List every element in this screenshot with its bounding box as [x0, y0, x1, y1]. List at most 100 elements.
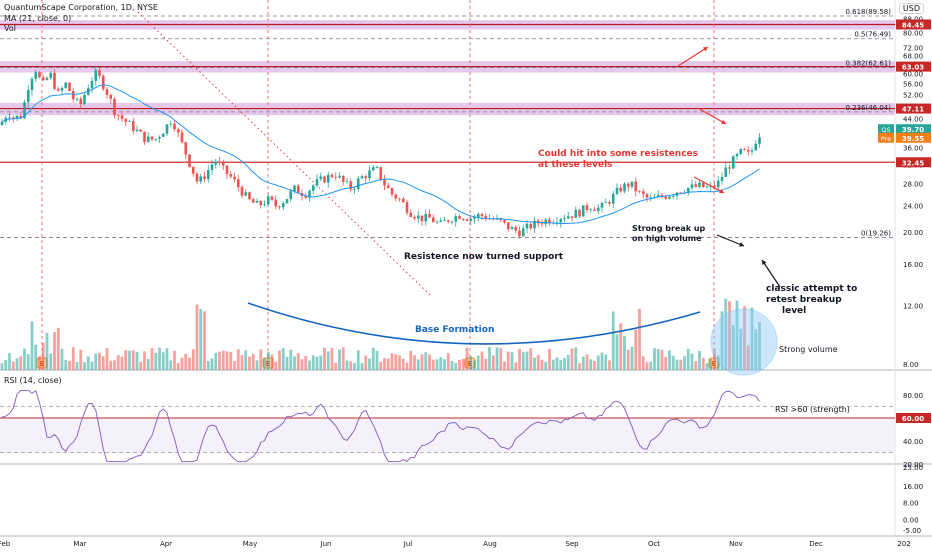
volume-bar-26	[98, 352, 101, 370]
volume-bar-147	[551, 359, 555, 370]
volume-bar-65	[244, 350, 248, 370]
volume-bar-118	[443, 359, 446, 370]
volume-bar-17	[64, 359, 68, 370]
candle-body-47	[176, 129, 180, 133]
lower-tick-1: 16.00	[903, 483, 923, 491]
volume-bar-100	[375, 350, 379, 370]
volume-bar-180	[675, 359, 679, 370]
volume-bar-184	[690, 353, 694, 370]
volume-bar-153	[574, 347, 578, 370]
candle-body-136	[510, 227, 514, 230]
price-tick-14: 24.00	[903, 203, 923, 211]
volume-bar-202	[758, 321, 761, 370]
candle-body-37	[139, 129, 143, 132]
volume-bar-167	[626, 349, 630, 370]
candle-body-184	[690, 184, 694, 188]
volume-bar-38	[143, 351, 146, 370]
volume-bar-181	[679, 359, 683, 370]
annotation-volume: Strong volume	[779, 345, 838, 354]
arrow-to-47-head	[719, 188, 724, 194]
candle-body-152	[570, 216, 574, 218]
candle-body-57	[214, 161, 218, 165]
candle-body-179	[671, 195, 675, 197]
rsi-level-label-bg	[896, 413, 931, 423]
volume-bar-121	[454, 362, 458, 370]
volume-bar-160	[600, 352, 604, 370]
candle-body-138	[518, 230, 521, 237]
volume-bar-84	[315, 356, 319, 370]
support-price-label-bg	[896, 157, 931, 168]
candle-body-176	[660, 194, 664, 197]
volume-bar-8	[30, 321, 34, 370]
volume-bar-11	[41, 342, 45, 370]
candle-body-21	[79, 98, 83, 104]
candle-body-58	[218, 161, 221, 163]
candle-body-54	[203, 176, 206, 179]
volume-bar-61	[229, 351, 233, 370]
price-tick-13: 28.00	[903, 181, 923, 189]
current-price-1: 39.55	[902, 135, 924, 143]
volume-bar-45	[169, 360, 173, 370]
currency-badge[interactable]: USD	[898, 3, 924, 14]
lower-tick-2: 8.00	[903, 500, 919, 508]
rsi-tick-3: 20.00	[903, 461, 923, 469]
volume-bar-55	[206, 361, 210, 370]
annotation-base: Base Formation	[415, 325, 494, 335]
candle-body-95	[356, 178, 360, 189]
arrow-to-47	[693, 176, 725, 194]
volume-bar-82	[308, 360, 311, 370]
volume-bar-159	[596, 355, 600, 370]
volume-bar-170	[638, 308, 641, 370]
candle-body-55	[206, 170, 210, 179]
volume-bar-36	[135, 351, 139, 370]
volume-bar-46	[173, 350, 176, 370]
candle-body-171	[641, 191, 645, 195]
time-tick-0: Feb	[0, 540, 11, 548]
candle-body-85	[319, 176, 323, 180]
volume-bar-2	[8, 353, 11, 370]
volume-bar-157	[589, 359, 593, 370]
volume-bar-149	[559, 360, 563, 370]
candle-body-164	[615, 187, 619, 194]
volume-bar-152	[570, 348, 574, 370]
candle-body-123	[461, 218, 465, 220]
candle-body-19	[71, 91, 75, 100]
volume-bar-122	[458, 359, 461, 370]
volume-bar-32	[120, 356, 124, 370]
volume-bar-97	[364, 355, 368, 370]
candle-body-126	[473, 217, 476, 219]
candle-body-194	[728, 167, 731, 169]
candle-body-199	[746, 149, 750, 152]
candle-body-121	[454, 216, 458, 222]
legend-vol: Vol	[4, 24, 16, 33]
candle-body-159	[596, 207, 600, 211]
volume-bar-173	[649, 361, 653, 370]
candle-body-40	[150, 136, 154, 140]
volume-bar-131	[491, 355, 495, 370]
price-tag-0: QS	[881, 126, 890, 134]
volume-bar-31	[116, 354, 120, 370]
candle-body-128	[480, 214, 484, 216]
volume-bar-91	[341, 347, 345, 370]
volume-bar-148	[555, 357, 559, 370]
volume-bar-21	[79, 349, 83, 370]
candle-body-108	[405, 202, 409, 213]
zone-price-label-0-bg	[896, 19, 931, 30]
candle-body-4	[15, 115, 19, 119]
arrow-to-63-head	[721, 119, 726, 124]
candle-body-175	[656, 194, 660, 197]
current-price-1-bg	[896, 132, 931, 143]
lower-tick-4: -5.00	[903, 527, 921, 535]
volume-bar-103	[386, 358, 390, 370]
volume-bar-186	[698, 350, 701, 370]
volume-bar-169	[634, 329, 638, 370]
volume-bar-64	[240, 355, 244, 370]
candle-body-118	[443, 220, 446, 222]
volume-bar-201	[754, 329, 758, 370]
rsi-tick-0: 80.00	[903, 392, 923, 400]
volume-bar-63	[236, 349, 240, 370]
time-tick-8: Oct	[648, 540, 660, 548]
current-price-0-bg	[896, 124, 931, 135]
candle-body-145	[544, 219, 548, 225]
lower-tick-3: 0.00	[903, 517, 919, 525]
